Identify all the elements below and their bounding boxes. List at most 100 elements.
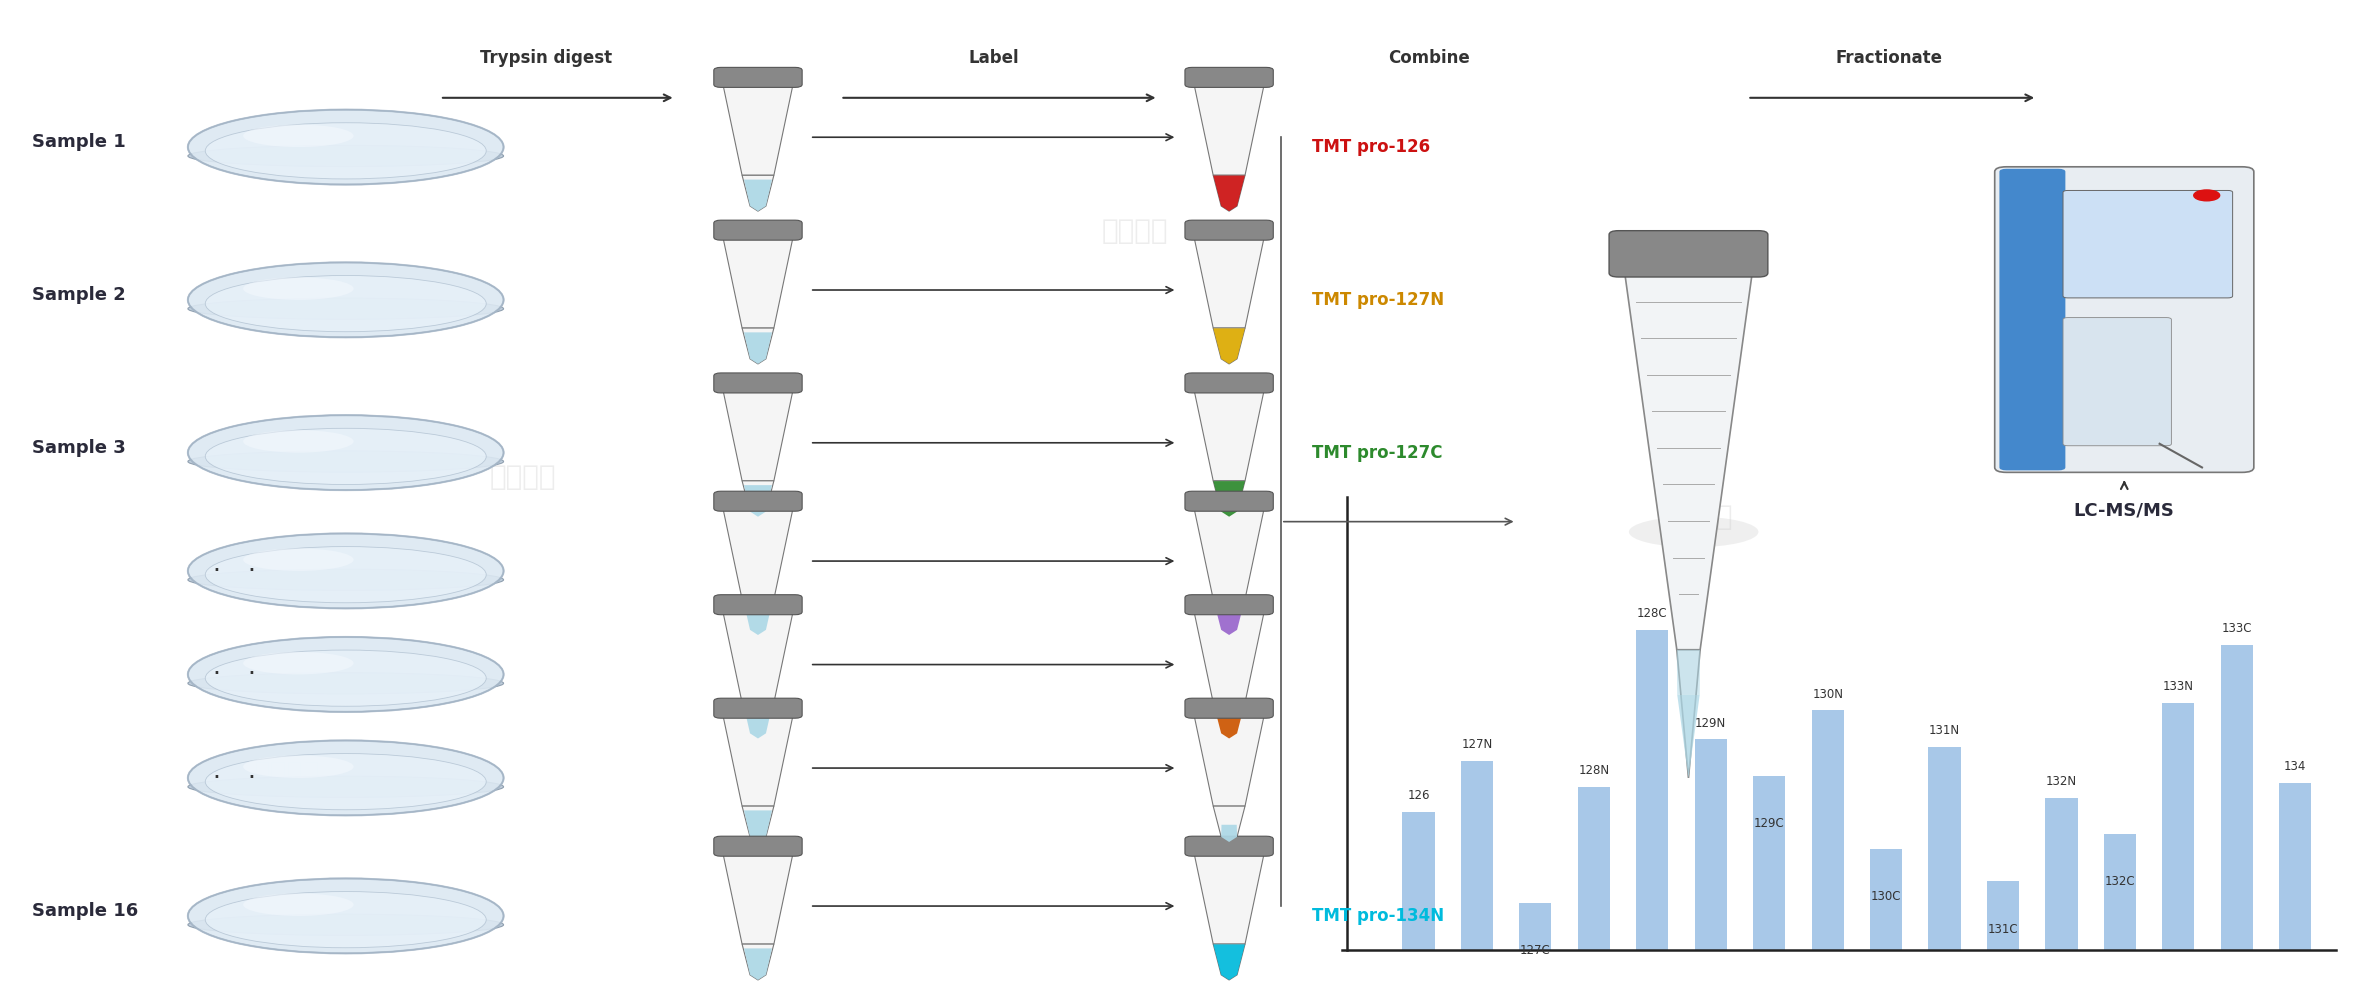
Polygon shape (1676, 650, 1700, 778)
Text: 134: 134 (2284, 760, 2307, 773)
Ellipse shape (187, 298, 504, 319)
FancyBboxPatch shape (1184, 698, 1274, 719)
FancyBboxPatch shape (1184, 373, 1274, 393)
Bar (1870, 849, 1903, 950)
Polygon shape (1213, 599, 1246, 635)
Text: 128C: 128C (1636, 607, 1667, 620)
Polygon shape (742, 806, 773, 842)
Text: 132N: 132N (2045, 774, 2078, 788)
Polygon shape (1213, 328, 1246, 364)
Ellipse shape (243, 755, 355, 778)
Ellipse shape (1629, 517, 1759, 548)
Text: Combine: Combine (1388, 50, 1470, 68)
Polygon shape (723, 610, 794, 703)
Text: Fractionate: Fractionate (1834, 50, 1943, 68)
Ellipse shape (187, 776, 504, 797)
FancyBboxPatch shape (714, 836, 801, 856)
Ellipse shape (206, 428, 487, 484)
FancyBboxPatch shape (1184, 68, 1274, 87)
Polygon shape (1194, 507, 1265, 599)
Polygon shape (1213, 328, 1246, 364)
Text: ·: · (248, 559, 255, 582)
Text: 130N: 130N (1813, 688, 1844, 701)
Bar (2220, 645, 2253, 950)
Polygon shape (745, 707, 773, 739)
Text: ·: · (213, 662, 220, 687)
Ellipse shape (187, 109, 504, 185)
Polygon shape (1222, 825, 1236, 842)
Ellipse shape (243, 894, 355, 915)
Polygon shape (1676, 695, 1700, 778)
Polygon shape (1213, 703, 1246, 739)
Bar (1520, 904, 1551, 950)
FancyBboxPatch shape (714, 220, 801, 241)
Text: Sample 1: Sample 1 (33, 133, 125, 151)
Text: ·: · (248, 766, 255, 790)
Bar (1988, 882, 2019, 950)
Polygon shape (742, 481, 773, 517)
Bar (2104, 834, 2137, 950)
Text: 辉骄生物: 辉骄生物 (489, 463, 556, 491)
FancyBboxPatch shape (714, 373, 801, 393)
Polygon shape (742, 599, 773, 635)
Bar (1402, 812, 1435, 950)
Polygon shape (742, 703, 773, 739)
Bar (1461, 761, 1494, 950)
Polygon shape (742, 175, 773, 211)
Polygon shape (1213, 944, 1246, 980)
Polygon shape (745, 948, 773, 980)
Text: ·: · (213, 559, 220, 582)
Polygon shape (723, 389, 794, 481)
Bar (1811, 711, 1844, 950)
Bar (2045, 797, 2078, 950)
Text: TMT pro-126: TMT pro-126 (1312, 138, 1430, 156)
FancyBboxPatch shape (714, 698, 801, 719)
Ellipse shape (206, 892, 487, 947)
Ellipse shape (206, 122, 487, 179)
Ellipse shape (243, 430, 355, 452)
Text: 辉骄生物: 辉骄生物 (1102, 217, 1168, 245)
Ellipse shape (243, 549, 355, 571)
Polygon shape (723, 852, 794, 944)
Ellipse shape (187, 637, 504, 712)
Text: 129C: 129C (1754, 817, 1785, 830)
Polygon shape (1213, 481, 1246, 517)
Polygon shape (1194, 714, 1265, 806)
Text: 130C: 130C (1870, 890, 1901, 903)
Polygon shape (745, 603, 773, 635)
Polygon shape (723, 714, 794, 806)
Text: Label: Label (969, 50, 1019, 68)
Polygon shape (745, 485, 773, 517)
Ellipse shape (187, 534, 504, 608)
Ellipse shape (243, 652, 355, 674)
Polygon shape (1624, 265, 1754, 650)
Polygon shape (745, 810, 773, 842)
Bar (1929, 746, 1960, 950)
Text: Sample 2: Sample 2 (33, 286, 125, 304)
FancyBboxPatch shape (714, 491, 801, 511)
Polygon shape (1213, 176, 1246, 211)
Ellipse shape (187, 451, 504, 472)
Text: 133C: 133C (2222, 622, 2253, 635)
Ellipse shape (206, 275, 487, 332)
Ellipse shape (187, 879, 504, 953)
Bar (1636, 630, 1669, 950)
Text: LC-MS/MS: LC-MS/MS (2073, 502, 2175, 520)
Polygon shape (745, 332, 773, 364)
Text: 126: 126 (1407, 789, 1430, 802)
Polygon shape (1194, 389, 1265, 481)
Ellipse shape (187, 415, 504, 490)
Bar (2163, 703, 2194, 950)
FancyBboxPatch shape (1184, 594, 1274, 614)
Text: 131N: 131N (1929, 724, 1960, 737)
Ellipse shape (243, 124, 355, 147)
Text: 辉骄生物: 辉骄生物 (253, 759, 319, 787)
Ellipse shape (187, 673, 504, 694)
FancyBboxPatch shape (714, 68, 801, 87)
Polygon shape (1213, 703, 1246, 739)
Text: 131C: 131C (1988, 922, 2019, 935)
Text: 132C: 132C (2104, 876, 2135, 889)
Text: Sample 3: Sample 3 (33, 438, 125, 456)
Ellipse shape (187, 914, 504, 935)
Text: Sample 16: Sample 16 (33, 902, 139, 920)
